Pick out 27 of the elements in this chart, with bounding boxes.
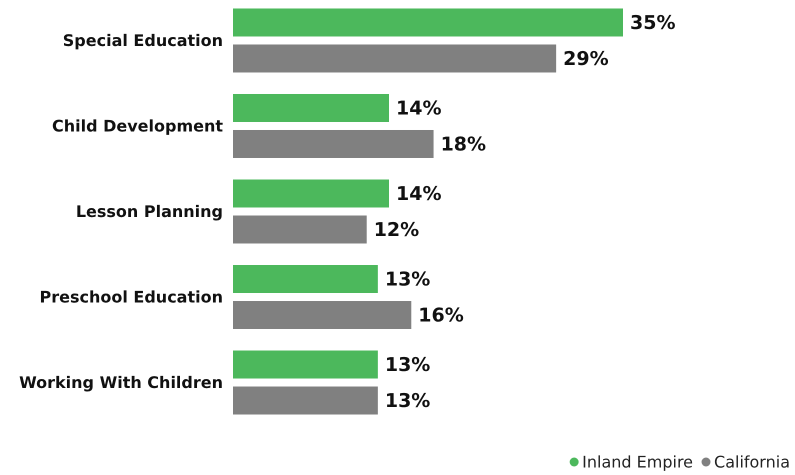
y-tick-label: Special Education [62, 31, 223, 50]
data-label: 29% [563, 48, 609, 70]
data-label: 14% [396, 98, 442, 120]
data-label: 13% [384, 268, 430, 291]
bar [233, 94, 389, 122]
y-tick-label: Working With Children [19, 373, 223, 392]
data-label: 13% [384, 354, 430, 376]
data-label: 35% [630, 12, 676, 34]
bar [233, 130, 434, 158]
bar [233, 180, 389, 208]
y-tick-label: Child Development [52, 116, 224, 136]
legend-label: California [714, 452, 790, 472]
bar [233, 350, 378, 379]
bar [233, 386, 378, 415]
y-tick-label: Preschool Education [40, 288, 223, 307]
data-label: 16% [418, 304, 464, 327]
bar [233, 301, 412, 330]
data-label: 14% [396, 183, 442, 206]
data-label: 12% [374, 219, 420, 242]
bar [233, 265, 378, 294]
legend-label: Inland Empire [582, 452, 694, 472]
data-label: 18% [440, 134, 486, 156]
bar [233, 8, 623, 36]
y-tick-label: Lesson Planning [76, 202, 223, 222]
data-label: 13% [384, 390, 430, 412]
bar [233, 44, 556, 72]
bar [233, 216, 367, 244]
